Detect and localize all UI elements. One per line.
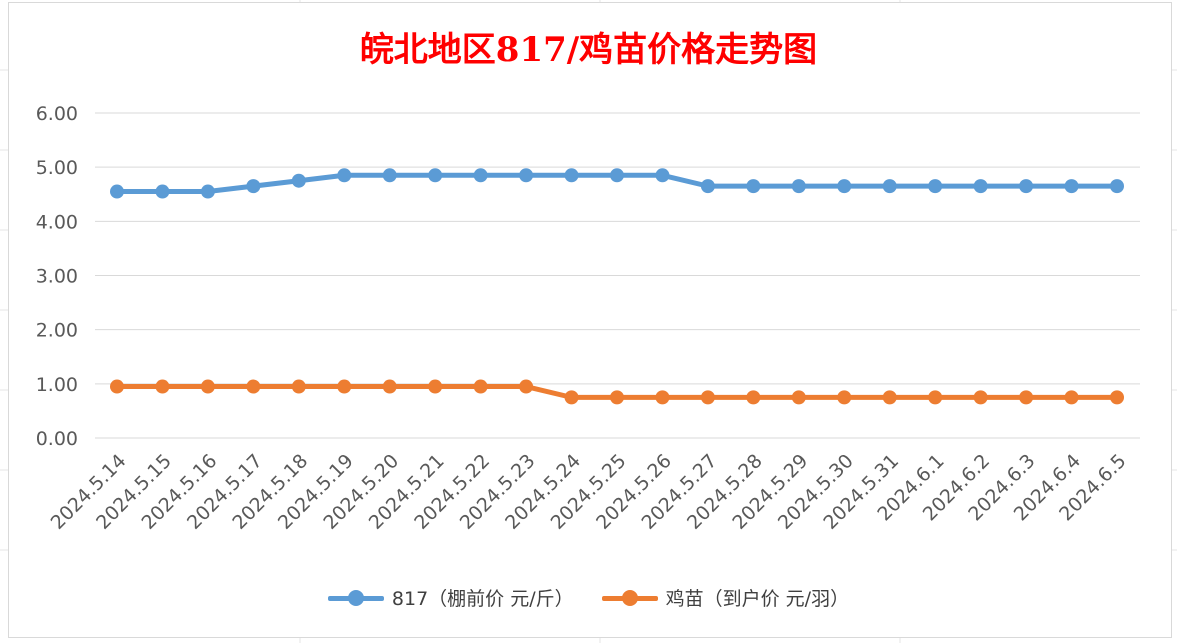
y-tick-label: 0.00 xyxy=(36,428,78,450)
data-point-series1 xyxy=(291,379,306,394)
y-tick-label: 4.00 xyxy=(36,211,78,233)
data-point-series0 xyxy=(428,168,443,183)
data-point-series0 xyxy=(155,184,170,199)
data-point-series0 xyxy=(928,179,943,194)
legend-swatch-817 xyxy=(327,589,384,606)
data-point-series0 xyxy=(110,184,124,199)
data-point-series0 xyxy=(610,168,624,183)
data-point-series1 xyxy=(200,379,215,394)
data-point-series1 xyxy=(428,379,443,394)
data-point-series1 xyxy=(564,390,579,405)
data-point-series1 xyxy=(655,390,670,405)
legend-label-817: 817（棚前价 元/斤） xyxy=(391,588,574,610)
data-point-series0 xyxy=(1110,179,1124,194)
chart-legend: 817（棚前价 元/斤） 鸡苗（到户价 元/羽） xyxy=(0,584,1177,611)
data-point-series0 xyxy=(246,179,261,194)
data-point-series0 xyxy=(473,168,488,183)
data-point-series0 xyxy=(746,179,761,194)
legend-swatch-chick xyxy=(601,589,658,606)
chart-area[interactable] xyxy=(8,2,1172,638)
data-point-series1 xyxy=(246,379,261,394)
data-point-series1 xyxy=(382,379,397,394)
legend-marker-chick xyxy=(621,589,638,606)
data-point-series1 xyxy=(973,390,988,405)
data-point-series1 xyxy=(337,379,352,394)
data-point-series1 xyxy=(791,390,806,405)
data-point-series1 xyxy=(882,390,897,405)
legend-item-817: 817（棚前价 元/斤） xyxy=(327,584,574,611)
data-point-series1 xyxy=(837,390,852,405)
data-point-series1 xyxy=(1064,390,1079,405)
data-point-series1 xyxy=(610,390,624,405)
data-point-series0 xyxy=(700,179,715,194)
data-point-series1 xyxy=(110,379,124,394)
data-point-series1 xyxy=(1110,390,1124,405)
data-point-series0 xyxy=(200,184,215,199)
legend-marker-817 xyxy=(347,589,364,606)
data-point-series0 xyxy=(1064,179,1079,194)
data-point-series0 xyxy=(882,179,897,194)
data-point-series0 xyxy=(791,179,806,194)
y-tick-label: 6.00 xyxy=(36,103,78,125)
data-point-series1 xyxy=(928,390,943,405)
y-tick-label: 3.00 xyxy=(36,266,78,288)
data-point-series0 xyxy=(337,168,352,183)
data-point-series0 xyxy=(1019,179,1034,194)
data-point-series1 xyxy=(519,379,534,394)
y-tick-label: 5.00 xyxy=(36,157,78,179)
data-point-series1 xyxy=(473,379,488,394)
legend-item-chick: 鸡苗（到户价 元/羽） xyxy=(601,584,850,611)
data-point-series1 xyxy=(700,390,715,405)
data-point-series1 xyxy=(746,390,761,405)
legend-label-chick: 鸡苗（到户价 元/羽） xyxy=(665,588,850,610)
y-tick-label: 1.00 xyxy=(36,374,78,396)
data-point-series0 xyxy=(564,168,579,183)
data-point-series0 xyxy=(291,173,306,188)
data-point-series1 xyxy=(155,379,170,394)
data-point-series0 xyxy=(655,168,670,183)
data-point-series0 xyxy=(837,179,852,194)
data-point-series0 xyxy=(519,168,534,183)
data-point-series0 xyxy=(973,179,988,194)
y-tick-label: 2.00 xyxy=(36,320,78,342)
chart-title: 皖北地区817/鸡苗价格走势图 xyxy=(359,30,818,70)
data-point-series1 xyxy=(1019,390,1034,405)
data-point-series0 xyxy=(382,168,397,183)
